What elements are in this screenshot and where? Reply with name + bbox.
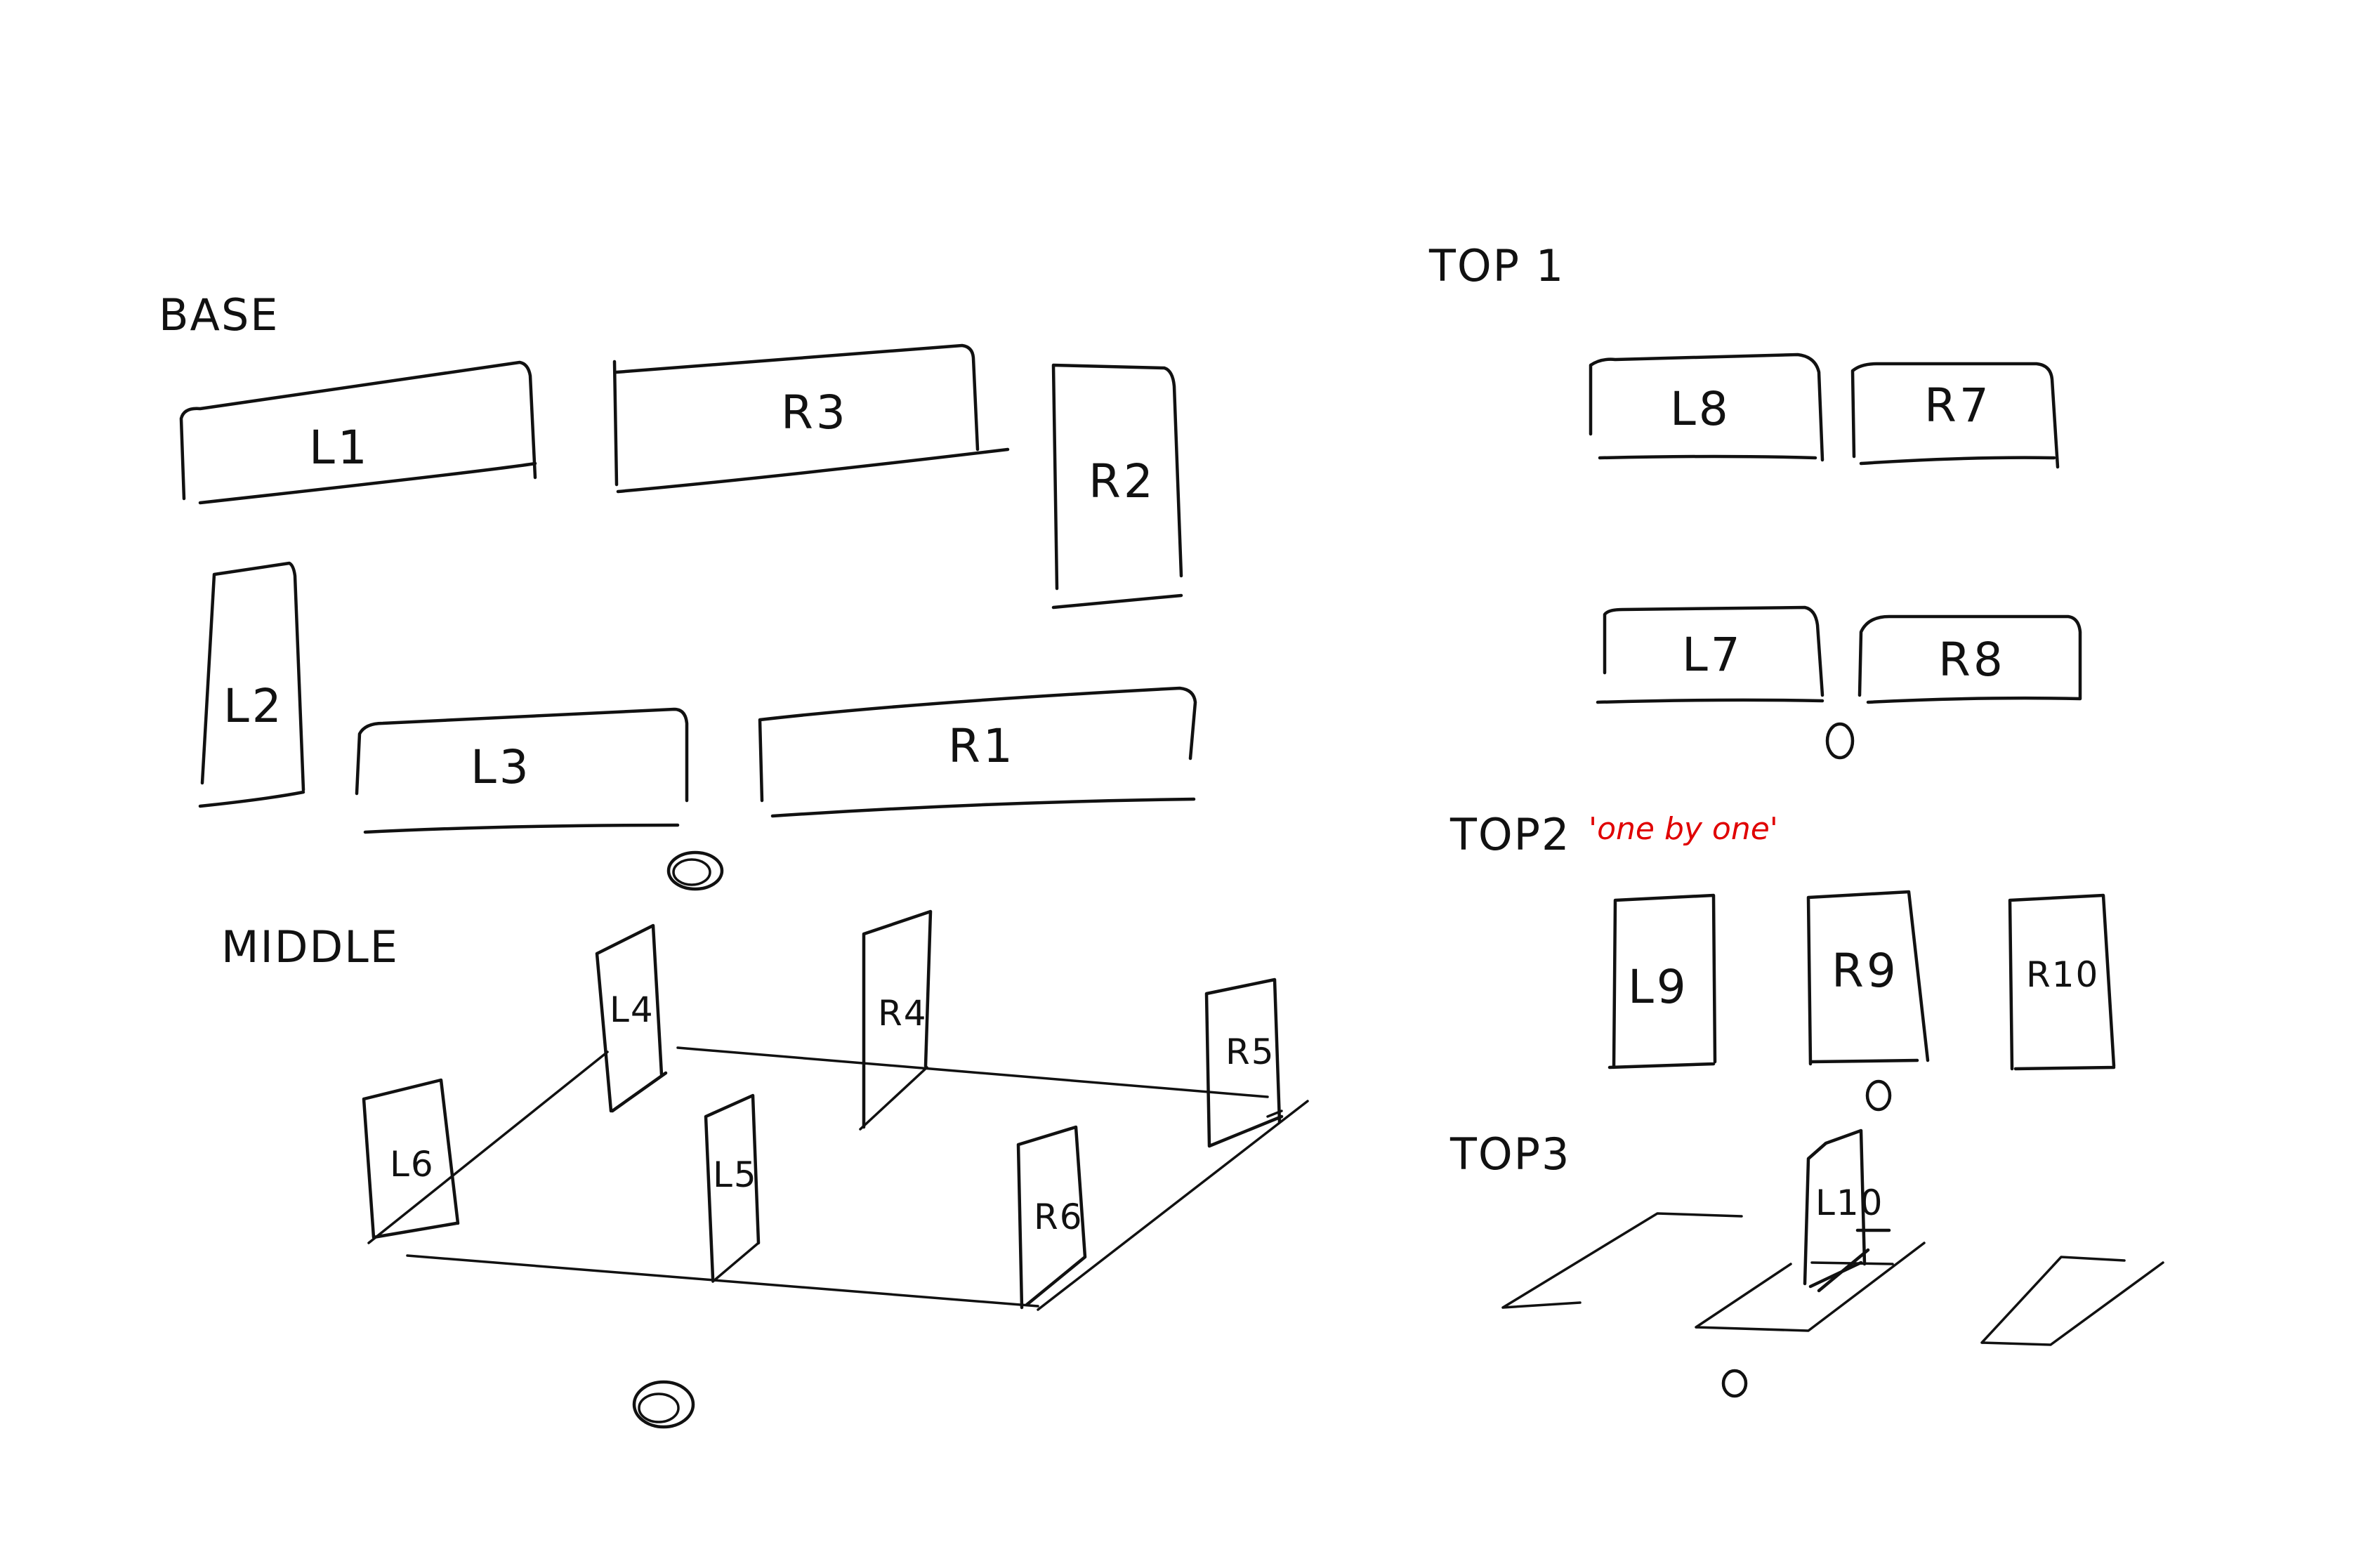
top3-flat-piece-right xyxy=(1980,1256,2164,1346)
top3-flat-piece-left xyxy=(1501,1212,1743,1309)
middle-piece-l6-label: L6 xyxy=(390,1144,435,1185)
top2-piece-r9-label: R9 xyxy=(1832,944,1899,998)
base-piece-l2-label: L2 xyxy=(223,679,284,733)
top1-piece-r8: R8 xyxy=(1858,614,2082,704)
middle-piece-l6: L6 xyxy=(362,1078,460,1239)
top3-piece-l10: L10 xyxy=(1803,1128,1891,1293)
middle-piece-l5: L5 xyxy=(704,1093,761,1280)
base-piece-r1-label: R1 xyxy=(948,719,1015,773)
top1-title: TOP 1 xyxy=(1428,240,1565,291)
top2-note: 'one by one' xyxy=(1589,811,1778,847)
base-piece-r1: R1 xyxy=(758,686,1197,818)
top3-title: TOP3 xyxy=(1449,1128,1571,1180)
top2-piece-l9: L9 xyxy=(1608,893,1717,1069)
top1-piece-r7-label: R7 xyxy=(1924,378,1992,433)
top1-section: TOP 1 L8 R7 L7 R8 xyxy=(1428,240,2082,760)
base-piece-l3: L3 xyxy=(355,707,689,834)
base-section: BASE L1 R3 R2 L2 L3 R1 xyxy=(159,289,1197,891)
top2-piece-r10-label: R10 xyxy=(2026,954,2099,995)
base-marker xyxy=(666,850,724,891)
top2-title: TOP2 xyxy=(1449,809,1571,860)
middle-piece-l4: L4 xyxy=(595,923,668,1113)
top1-piece-l8-label: L8 xyxy=(1670,382,1731,436)
middle-piece-r4-label: R4 xyxy=(878,993,928,1034)
top2-piece-l9-label: L9 xyxy=(1628,960,1689,1014)
middle-piece-r5: R5 xyxy=(1204,977,1284,1148)
top2-marker xyxy=(1865,1079,1892,1112)
top1-piece-l8: L8 xyxy=(1589,353,1825,462)
middle-section: MIDDLE L4 R4 R5 L6 L5 R6 xyxy=(221,909,1309,1429)
top3-section: TOP3 L10 xyxy=(1449,1128,2164,1398)
base-piece-l1: L1 xyxy=(179,360,537,505)
middle-marker xyxy=(632,1380,695,1429)
middle-piece-l5-label: L5 xyxy=(713,1154,758,1195)
base-title: BASE xyxy=(159,289,279,341)
base-piece-l3-label: L3 xyxy=(471,740,532,794)
top1-marker xyxy=(1825,722,1855,760)
top1-piece-r8-label: R8 xyxy=(1938,633,2006,687)
middle-frame xyxy=(367,1046,1309,1311)
middle-piece-l4-label: L4 xyxy=(610,989,655,1030)
base-piece-l1-label: L1 xyxy=(309,421,370,475)
middle-piece-r4: R4 xyxy=(862,909,933,1129)
middle-piece-r5-label: R5 xyxy=(1225,1032,1275,1072)
top2-piece-r10: R10 xyxy=(2008,893,2116,1071)
middle-piece-r6-label: R6 xyxy=(1034,1197,1084,1237)
top2-section: TOP2 'one by one' L9 R9 R10 xyxy=(1449,809,2116,1112)
base-piece-r3-label: R3 xyxy=(781,386,848,440)
base-piece-l2: L2 xyxy=(198,561,305,808)
top1-piece-l7-label: L7 xyxy=(1682,628,1743,682)
top1-piece-r7: R7 xyxy=(1850,362,2060,469)
base-piece-r3: R3 xyxy=(612,343,1010,494)
top2-piece-r9: R9 xyxy=(1806,890,1930,1066)
middle-title: MIDDLE xyxy=(221,921,399,973)
top3-piece-l10-label: L10 xyxy=(1815,1183,1883,1223)
middle-piece-r6: R6 xyxy=(1016,1125,1087,1310)
top1-piece-l7: L7 xyxy=(1596,605,1825,704)
base-piece-r2-label: R2 xyxy=(1089,454,1156,508)
top3-marker xyxy=(1721,1369,1748,1398)
base-piece-r2: R2 xyxy=(1051,363,1183,610)
